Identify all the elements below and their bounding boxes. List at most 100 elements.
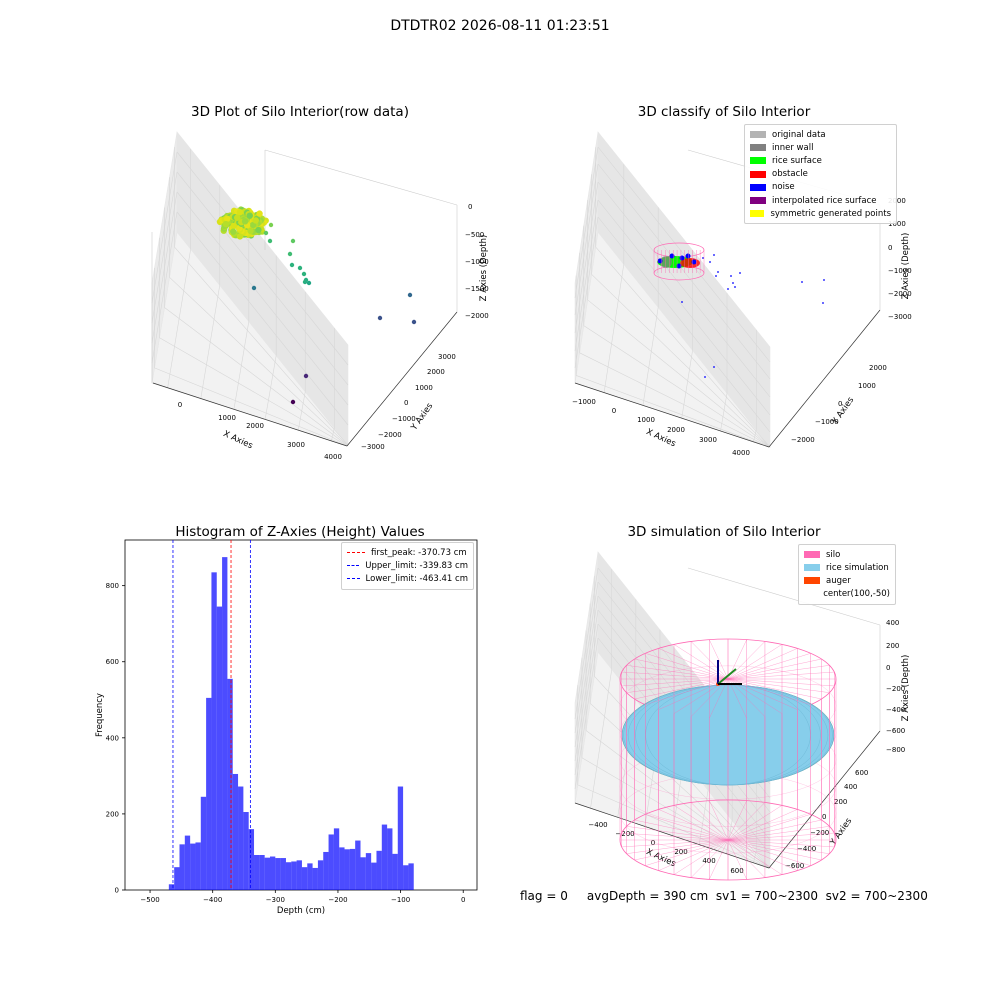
legend-line-sample (347, 552, 365, 554)
hist-bars (168, 557, 414, 890)
hist-bar (243, 812, 249, 890)
p4-silo-spoke (727, 800, 747, 841)
panel4-legend: silo rice simulation auger center(100,-50) (798, 544, 896, 605)
p2-noise-point (713, 254, 715, 256)
p4-silo-spoke (634, 678, 729, 700)
p2-y-tick-label: 1000 (858, 382, 876, 390)
p2-x-axis-line (574, 382, 770, 448)
p2-zgrid (597, 216, 771, 433)
p2-x-tick-label: 2000 (667, 426, 685, 434)
panel2-title: 3D classify of Silo Interior (637, 104, 811, 120)
hist-bar (216, 606, 223, 890)
p4-silo-spoke (645, 653, 729, 680)
p4-silo-spoke (645, 678, 729, 705)
p2-noise-point (702, 257, 704, 259)
hist-x-tick-label: −200 (328, 896, 347, 904)
hist-bar (222, 557, 228, 890)
p4-silo-spoke (727, 678, 830, 693)
p2-zgrid (574, 199, 599, 352)
p1-zgrid (176, 191, 349, 406)
p2-zgrid (574, 216, 599, 369)
legend-line-sample (347, 565, 360, 567)
p2-xgrid (591, 274, 770, 448)
p1-y-tick-label: −3000 (361, 443, 385, 451)
p4-silo-spoke (727, 839, 747, 880)
p1-z-tick-label: −1500 (465, 285, 489, 293)
legend-swatch (750, 197, 766, 205)
p1-y-tick-label: −1000 (392, 415, 416, 423)
p1-data-point (246, 212, 253, 219)
p4-x-tick-label: 400 (702, 857, 715, 865)
p4-top-edge (687, 567, 881, 626)
p4-silo-spoke (658, 678, 729, 710)
legend-entry: obstacle (750, 168, 891, 181)
hist-bar (179, 844, 185, 890)
p2-noise-point (730, 275, 732, 277)
p2-xgrid (579, 352, 770, 448)
p1-x-tick-label: 0 (178, 401, 182, 409)
p1-data-point (268, 222, 274, 228)
legend-label: first_peak: -370.73 cm (371, 547, 467, 558)
hist-bar (238, 786, 244, 890)
p2-z-tick-label: 1000 (888, 220, 906, 228)
p1-zgrid (176, 171, 349, 386)
p4-y-tick-label: −400 (797, 845, 816, 853)
p1-data-point (236, 209, 244, 216)
legend-entry: Lower_limit: -463.41 cm (347, 572, 468, 585)
p4-z-axis-label: Z Axies (Depth) (901, 655, 911, 722)
p4-silo-spoke (709, 678, 729, 719)
p4-silo-spoke (626, 665, 729, 680)
p2-z-tick-label: −2000 (888, 290, 912, 298)
p2-noise-point (713, 366, 715, 368)
p1-point-cloud (216, 206, 417, 405)
legend-entry: rice surface (750, 154, 891, 167)
p4-zgrid (574, 637, 599, 790)
p1-y-tick-label: 1000 (415, 384, 433, 392)
p1-data-point (241, 218, 249, 225)
p4-y-tick-label: −600 (785, 862, 804, 870)
p2-xgrid (583, 325, 770, 448)
p2-y-tick-label: 2000 (869, 364, 887, 372)
p4-zgrid (574, 623, 599, 776)
p2-noise-point (801, 281, 803, 283)
p2-noise-point (717, 271, 719, 273)
hist-bar (392, 853, 398, 890)
hist-bar (190, 843, 196, 890)
p1-x-tick-label: 1000 (218, 414, 236, 422)
p2-noise-point (727, 288, 729, 290)
legend-label: Lower_limit: -463.41 cm (365, 573, 468, 584)
p4-silo-spoke (690, 839, 729, 878)
p2-noise-point (715, 275, 717, 277)
p2-noise-point (709, 261, 711, 263)
legend-label: original data (772, 129, 826, 140)
p2-inner-wall (660, 256, 672, 268)
p4-x-tick-label: 200 (674, 848, 687, 856)
hist-bar (232, 773, 239, 890)
p2-z-tick-label: 0 (888, 244, 892, 252)
p4-silo-spoke (727, 678, 835, 687)
legend-entry: noise (750, 181, 891, 194)
p4-silo-spoke (727, 665, 830, 680)
hist-bar (285, 862, 292, 890)
hist-x-tick-label: −500 (140, 896, 159, 904)
legend-label: inner wall (772, 142, 814, 153)
legend-swatch (804, 551, 820, 559)
p4-z-tick-label: 0 (886, 664, 890, 672)
p2-x-tick-label: 4000 (732, 449, 750, 457)
p4-y-axis-line (768, 730, 881, 869)
p4-silo-spoke (727, 658, 822, 680)
panel1-title: 3D Plot of Silo Interior(row data) (191, 104, 409, 120)
p4-silo-spoke (727, 839, 822, 861)
p4-x-axis-label: X Axies (645, 847, 678, 870)
hist-bar (328, 834, 334, 890)
panel4-title: 3D simulation of Silo Interior (627, 524, 821, 540)
legend-swatch (750, 183, 766, 191)
panel3-title: Histogram of Z-Axies (Height) Values (175, 524, 425, 540)
p2-zgrid (597, 181, 771, 398)
p4-silo-spoke (634, 839, 729, 861)
p1-data-point (290, 399, 296, 405)
hist-plot-area (124, 539, 478, 891)
p1-x-tick-label: 2000 (246, 422, 264, 430)
hist-x-axis-label: Depth (cm) (277, 906, 325, 916)
p4-silo-spoke (727, 839, 783, 875)
